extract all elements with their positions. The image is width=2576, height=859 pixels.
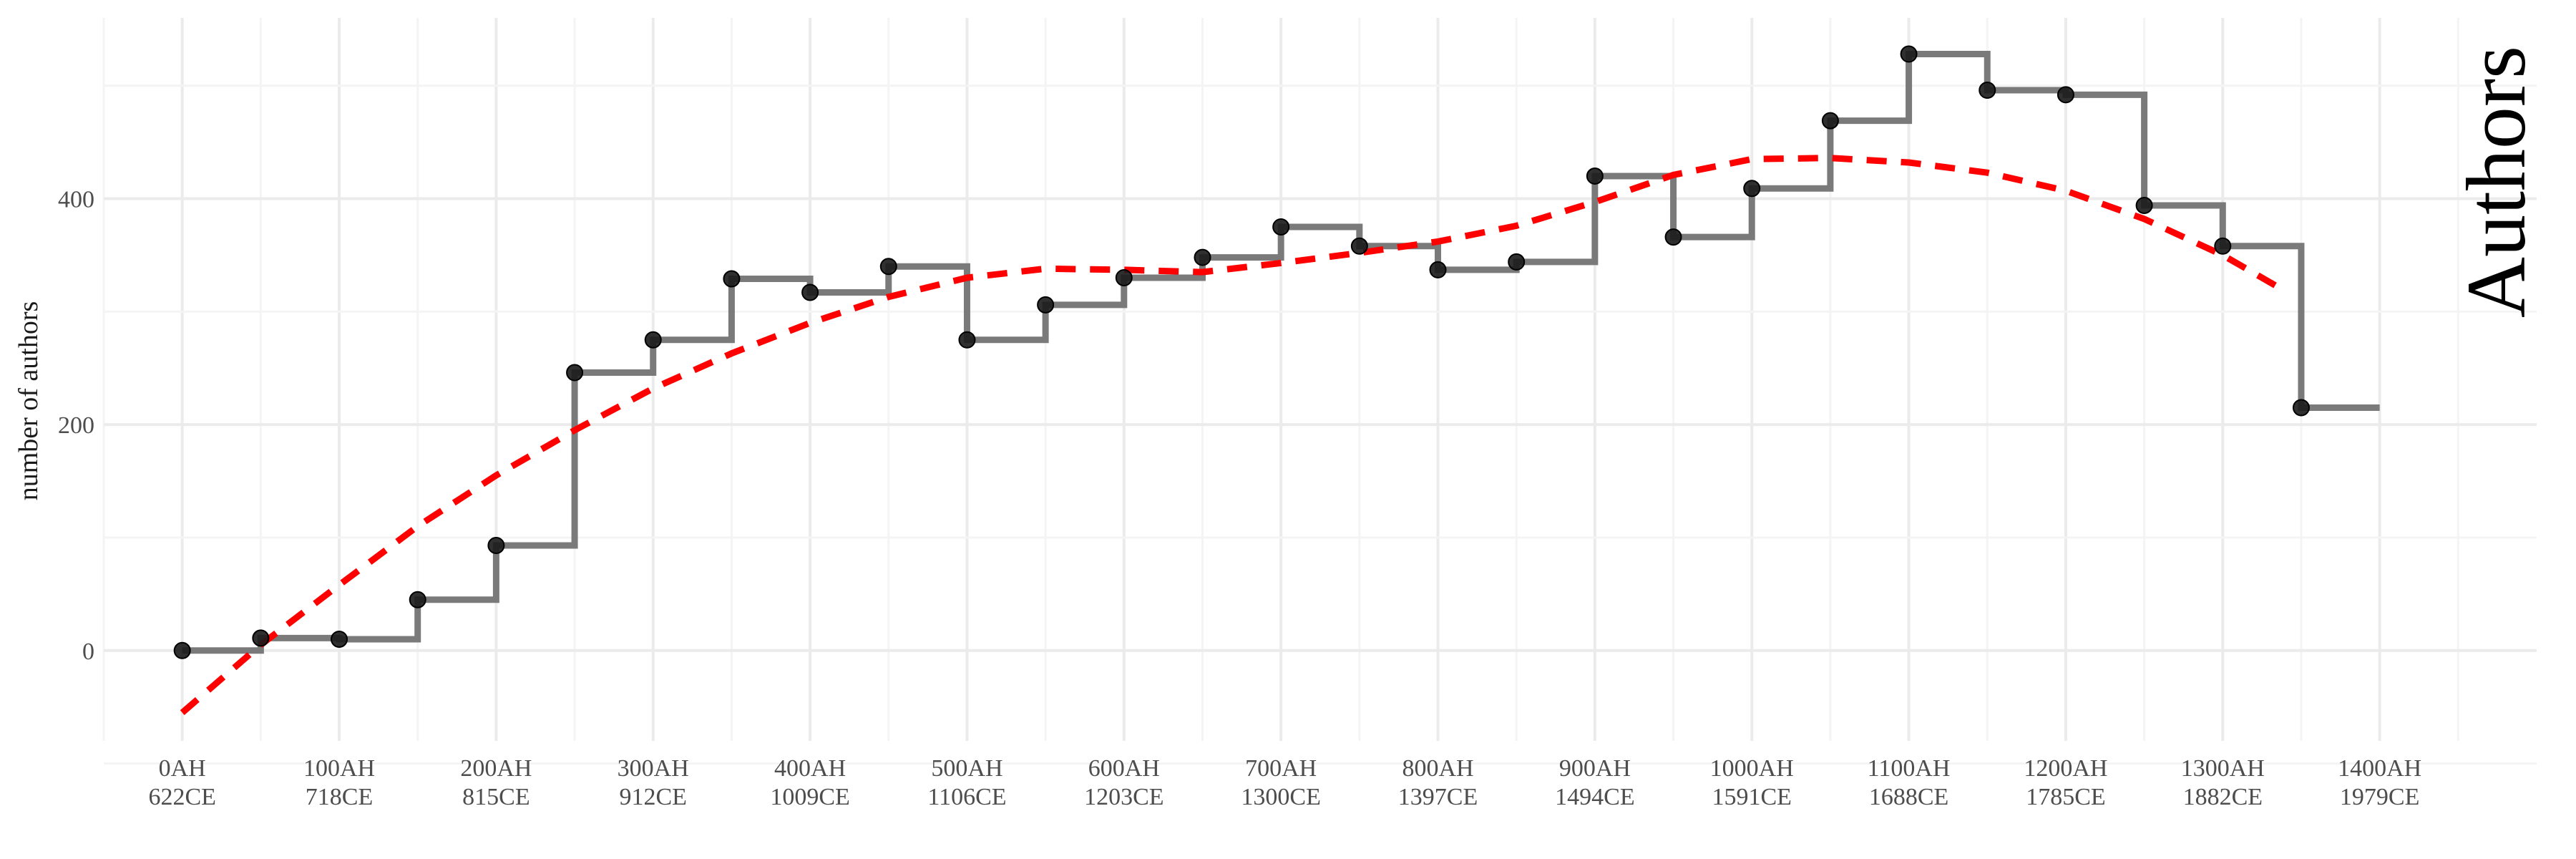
data-point bbox=[1821, 112, 1839, 130]
data-point bbox=[331, 630, 348, 648]
x-tick-label: 700AH bbox=[1245, 755, 1317, 782]
data-point bbox=[409, 591, 426, 608]
y-axis: 0 200 400 bbox=[58, 187, 94, 665]
x-tick-label: 300AH bbox=[618, 755, 689, 782]
data-point bbox=[1979, 82, 1996, 99]
x-tick-label-ce: 1397CE bbox=[1398, 784, 1478, 810]
data-point bbox=[1115, 268, 1133, 286]
x-tick-label-ce: 1106CE bbox=[927, 784, 1006, 810]
y-axis-label: number of authors bbox=[14, 301, 44, 501]
x-tick-label-ce: 1979CE bbox=[2340, 784, 2419, 810]
x-tick-label: 400AH bbox=[774, 755, 846, 782]
x-tick-label: 1100AH bbox=[1868, 755, 1951, 782]
x-tick-label: 1300AH bbox=[2181, 755, 2265, 782]
data-point bbox=[2214, 237, 2232, 255]
data-point bbox=[1037, 296, 1055, 314]
data-point bbox=[1586, 167, 1604, 185]
x-tick-label-ce: 815CE bbox=[462, 784, 530, 810]
x-tick-label: 600AH bbox=[1088, 755, 1160, 782]
x-tick-label: 900AH bbox=[1559, 755, 1631, 782]
data-point bbox=[1664, 228, 1682, 246]
data-point bbox=[723, 270, 741, 288]
x-tick-label-ce: 1591CE bbox=[1712, 784, 1791, 810]
data-point bbox=[2057, 86, 2074, 104]
x-tick-label-ce: 1785CE bbox=[2026, 784, 2105, 810]
data-point bbox=[566, 364, 584, 382]
x-tick-label-ce: 1688CE bbox=[1869, 784, 1948, 810]
data-point bbox=[1508, 253, 1526, 271]
data-point bbox=[1900, 45, 1918, 63]
x-tick-label-ce: 1882CE bbox=[2183, 784, 2263, 810]
x-tick-label: 1400AH bbox=[2338, 755, 2421, 782]
data-point bbox=[958, 331, 976, 349]
x-tick-label: 200AH bbox=[460, 755, 532, 782]
data-point bbox=[644, 331, 662, 349]
data-point bbox=[1429, 261, 1447, 278]
data-point bbox=[2292, 399, 2310, 417]
data-point bbox=[801, 283, 819, 301]
x-tick-label-ce: 1203CE bbox=[1084, 784, 1163, 810]
chart-series bbox=[173, 45, 2380, 715]
y-tick-label: 400 bbox=[58, 187, 94, 213]
x-tick-label-ce: 718CE bbox=[306, 784, 373, 810]
x-tick-label-ce: 1494CE bbox=[1555, 784, 1634, 810]
data-point bbox=[1194, 248, 1211, 266]
y-tick-label: 200 bbox=[58, 412, 94, 439]
x-tick-label-ce: 912CE bbox=[620, 784, 687, 810]
data-point bbox=[173, 641, 191, 659]
x-tick-label: 1200AH bbox=[2024, 755, 2107, 782]
x-tick-label: 1000AH bbox=[1710, 755, 1794, 782]
data-point bbox=[1272, 218, 1290, 236]
data-point bbox=[1743, 180, 1761, 198]
data-point bbox=[2135, 196, 2153, 214]
x-tick-label: 500AH bbox=[931, 755, 1002, 782]
x-tick-label: 800AH bbox=[1402, 755, 1473, 782]
trend-line bbox=[180, 155, 2280, 715]
data-point bbox=[1350, 237, 1368, 255]
y-tick-label: 0 bbox=[82, 639, 94, 665]
x-tick-label-ce: 622CE bbox=[148, 784, 215, 810]
data-point bbox=[252, 629, 270, 647]
data-point bbox=[487, 536, 505, 554]
data-point bbox=[879, 258, 897, 276]
panel-title: Authors bbox=[2449, 46, 2543, 318]
x-tick-label-ce: 1300CE bbox=[1241, 784, 1320, 810]
grid bbox=[102, 18, 2537, 765]
x-tick-label: 100AH bbox=[303, 755, 375, 782]
x-tick-label-ce: 1009CE bbox=[770, 784, 849, 810]
x-tick-label: 0AH bbox=[159, 755, 206, 782]
